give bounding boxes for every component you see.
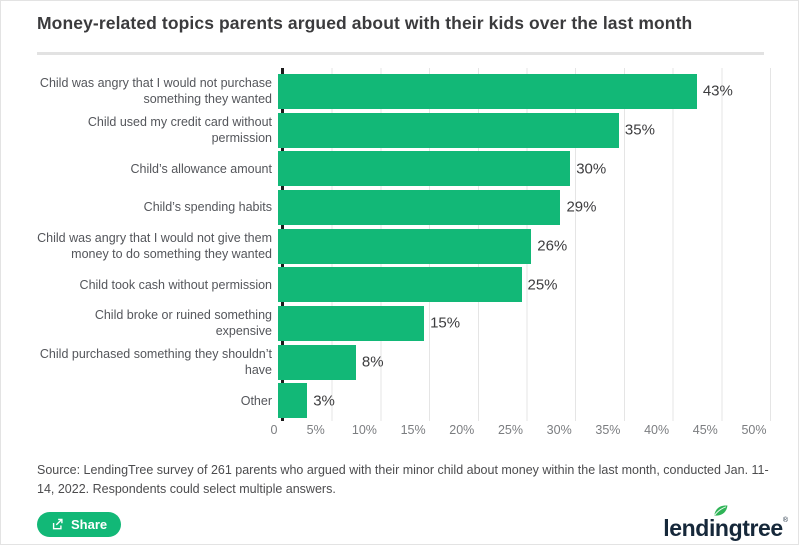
value-label: 35%	[624, 121, 655, 139]
bar-row: Child broke or ruined something expensiv…	[37, 304, 771, 343]
source-note: Source: LendingTree survey of 261 parent…	[37, 462, 769, 497]
value-label: 30%	[576, 160, 607, 178]
x-tick-label: 10%	[351, 423, 377, 438]
bar	[278, 73, 697, 109]
x-axis: 0 5% 10% 15% 20% 25% 30% 35% 40% 45% 50%	[271, 423, 771, 441]
leaf-icon	[714, 505, 728, 516]
share-button[interactable]: Share	[37, 512, 122, 537]
x-tick-label: 50%	[741, 423, 767, 438]
bar	[278, 267, 522, 303]
title-divider	[37, 52, 764, 55]
bar-row: Other 3%	[37, 382, 771, 421]
bar-track: 15%	[278, 305, 765, 341]
share-icon	[52, 518, 63, 530]
category-label: Child purchased something they shouldn’t…	[39, 347, 272, 378]
bar-track: 30%	[278, 151, 765, 187]
x-tick-label: 0	[270, 423, 278, 438]
lendingtree-logo: lendingtree®	[663, 505, 788, 543]
bar-track: 43%	[278, 73, 765, 109]
bar-track: 29%	[278, 189, 765, 225]
bar-row: Child took cash without permission 25%	[37, 265, 771, 304]
bar-row: Child purchased something they shouldn’t…	[37, 343, 771, 382]
bar-row: Child’s allowance amount 30%	[37, 149, 771, 188]
bar-track: 3%	[278, 383, 765, 419]
value-label: 26%	[537, 237, 568, 255]
x-tick-label: 5%	[306, 423, 325, 438]
share-button-label: Share	[71, 517, 108, 532]
bar-row: Child used my credit card without permis…	[37, 111, 771, 150]
x-tick-label: 25%	[497, 423, 524, 438]
x-tick-label: 20%	[449, 423, 475, 438]
category-label: Other	[240, 393, 272, 408]
x-tick-label: 45%	[692, 423, 718, 438]
value-label: 3%	[313, 392, 335, 410]
value-label: 43%	[702, 82, 733, 100]
x-tick-label: 35%	[595, 423, 621, 438]
bar-track: 26%	[278, 228, 765, 264]
value-label: 15%	[430, 314, 461, 332]
category-label: Child was angry that I would not purchas…	[39, 76, 272, 107]
logo-wordmark: lendingtree	[663, 515, 783, 541]
bar-track: 25%	[278, 267, 765, 303]
value-label: 8%	[361, 353, 384, 371]
category-label: Child was angry that I would not give th…	[37, 231, 272, 262]
bar	[278, 383, 308, 419]
bar-track: 8%	[278, 344, 765, 380]
bar	[278, 189, 561, 225]
registered-mark: ®	[782, 517, 788, 524]
bar-row: Child was angry that I would not purchas…	[37, 72, 771, 111]
value-label: 29%	[566, 198, 597, 216]
bar	[278, 228, 532, 264]
x-tick-label: 15%	[400, 423, 426, 438]
bar-chart: Child was angry that I would not purchas…	[37, 68, 771, 441]
category-label: Child broke or ruined something expensiv…	[94, 308, 272, 339]
bar-rows: Child was angry that I would not purchas…	[37, 68, 771, 420]
category-label: Child’s spending habits	[143, 200, 272, 215]
bar	[278, 112, 619, 148]
bar-row: Child was angry that I would not give th…	[37, 227, 771, 266]
bar	[278, 151, 571, 187]
x-tick-label: 30%	[546, 423, 572, 438]
bar	[278, 305, 425, 341]
value-label: 25%	[527, 276, 558, 294]
category-label: Child took cash without permission	[79, 277, 272, 292]
bar-track: 35%	[278, 112, 765, 148]
category-label: Child’s allowance amount	[130, 161, 272, 176]
x-tick-label: 40%	[644, 423, 670, 438]
bar	[278, 344, 356, 380]
page-title: Money-related topics parents argued abou…	[37, 13, 693, 33]
category-label: Child used my credit card without permis…	[87, 115, 272, 146]
bar-row: Child’s spending habits 29%	[37, 188, 771, 227]
